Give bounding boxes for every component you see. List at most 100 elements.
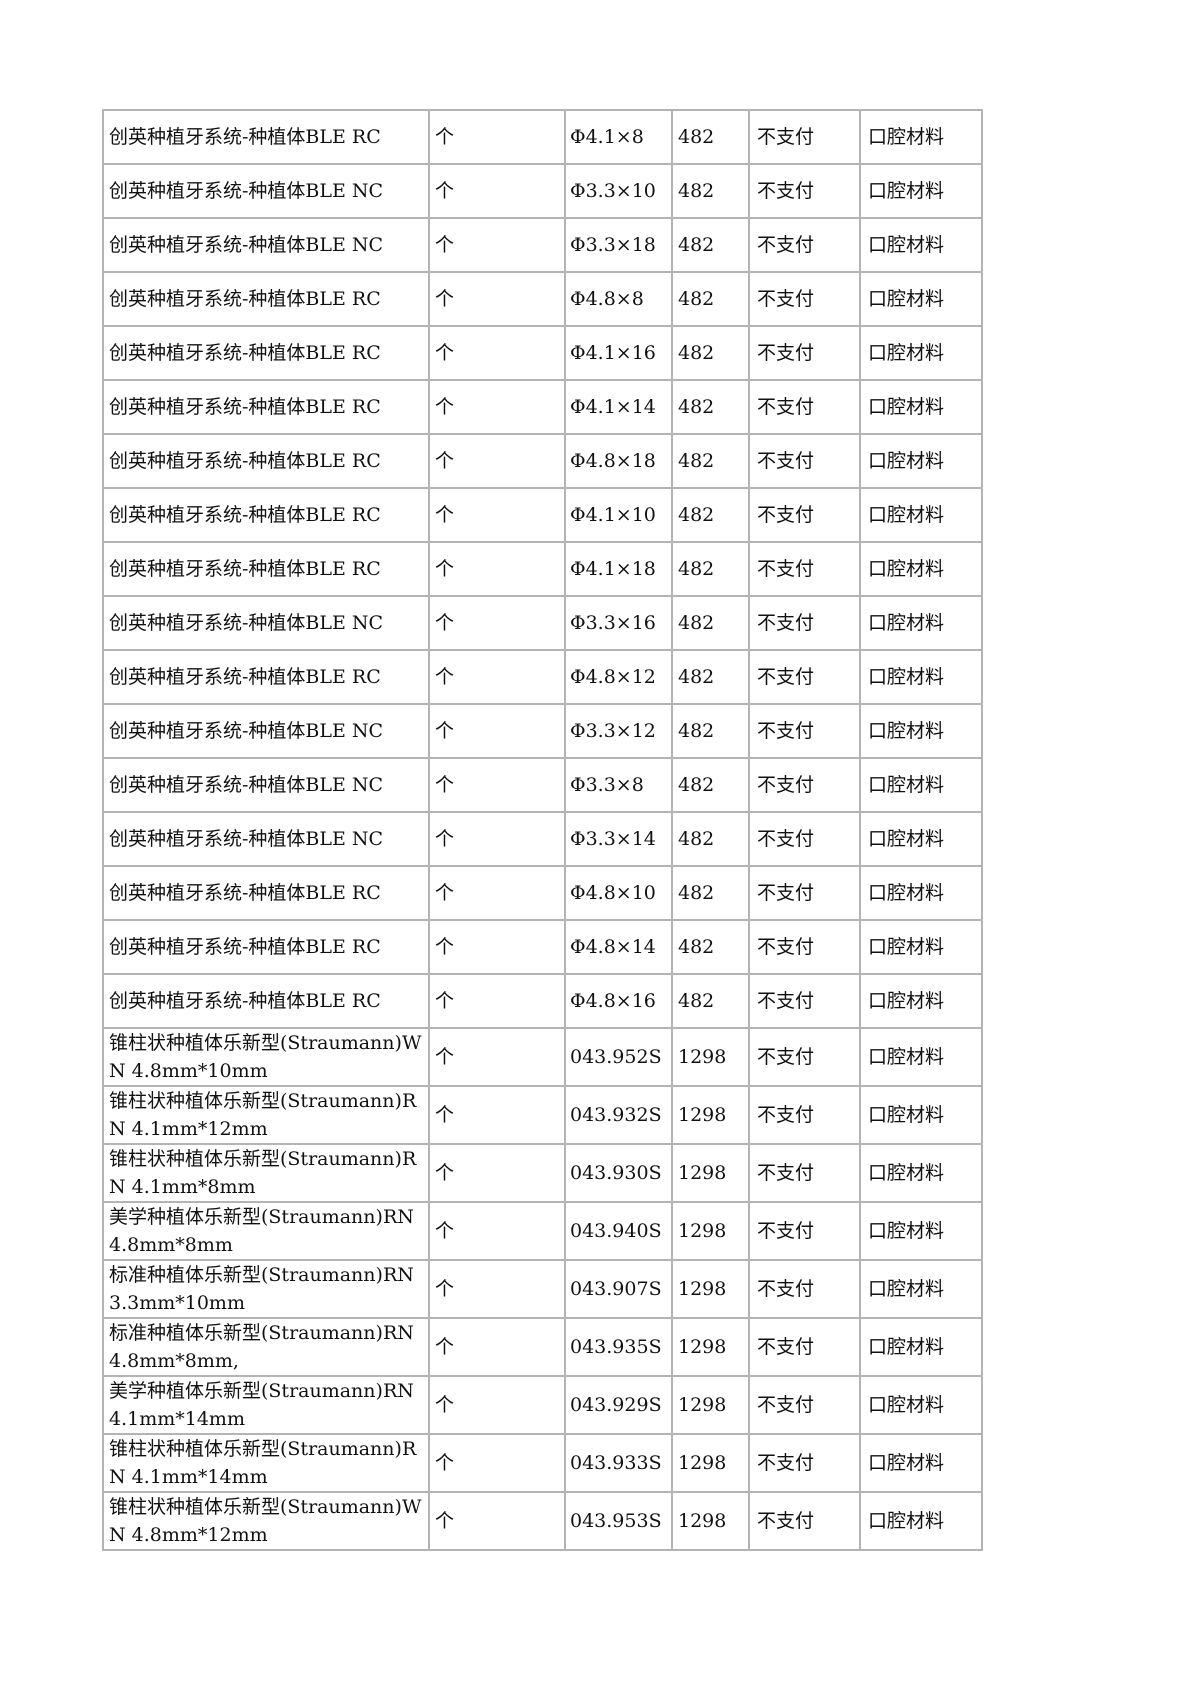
price-cell: 482 <box>671 433 750 489</box>
item-name-cell: 创英种植牙系统-种植体BLE NC <box>102 757 430 813</box>
price-cell: 1298 <box>671 1201 750 1261</box>
category-cell: 口腔材料 <box>859 487 983 543</box>
table-row: 创英种植牙系统-种植体BLE RC 个 Φ4.1×10 482 不支付 口腔材料 <box>102 487 983 543</box>
unit-cell: 个 <box>428 1027 566 1087</box>
payment-cell: 不支付 <box>748 919 861 975</box>
spec-cell: Φ4.1×10 <box>564 487 673 543</box>
payment-cell: 不支付 <box>748 1433 861 1493</box>
unit-cell: 个 <box>428 1085 566 1145</box>
spec-cell: Φ3.3×10 <box>564 163 673 219</box>
payment-cell: 不支付 <box>748 703 861 759</box>
table-row: 创英种植牙系统-种植体BLE RC 个 Φ4.8×16 482 不支付 口腔材料 <box>102 973 983 1029</box>
item-name-cell: 创英种植牙系统-种植体BLE RC <box>102 109 430 165</box>
unit-cell: 个 <box>428 1201 566 1261</box>
table-row: 创英种植牙系统-种植体BLE RC 个 Φ4.1×18 482 不支付 口腔材料 <box>102 541 983 597</box>
table-row: 锥柱状种植体乐新型(Straumann)WN 4.8mm*12mm 个 043.95… <box>102 1491 983 1551</box>
category-cell: 口腔材料 <box>859 1259 983 1319</box>
item-name-cell: 锥柱状种植体乐新型(Straumann)WN 4.8mm*10mm <box>102 1027 430 1087</box>
item-name-cell: 创英种植牙系统-种植体BLE RC <box>102 865 430 921</box>
unit-cell: 个 <box>428 271 566 327</box>
spec-cell: Φ4.8×10 <box>564 865 673 921</box>
payment-cell: 不支付 <box>748 1143 861 1203</box>
payment-cell: 不支付 <box>748 757 861 813</box>
table-row: 创英种植牙系统-种植体BLE NC 个 Φ3.3×8 482 不支付 口腔材料 <box>102 757 983 813</box>
payment-cell: 不支付 <box>748 217 861 273</box>
payment-cell: 不支付 <box>748 811 861 867</box>
category-cell: 口腔材料 <box>859 1433 983 1493</box>
category-cell: 口腔材料 <box>859 1201 983 1261</box>
payment-cell: 不支付 <box>748 1201 861 1261</box>
spec-cell: Φ4.8×14 <box>564 919 673 975</box>
table-row: 创英种植牙系统-种植体BLE RC 个 Φ4.1×16 482 不支付 口腔材料 <box>102 325 983 381</box>
table-row: 标准种植体乐新型(Straumann)RN 4.8mm*8mm, 个 043.935… <box>102 1317 983 1377</box>
price-cell: 1298 <box>671 1433 750 1493</box>
item-name-cell: 锥柱状种植体乐新型(Straumann)RN 4.1mm*8mm <box>102 1143 430 1203</box>
unit-cell: 个 <box>428 1433 566 1493</box>
table-row: 创英种植牙系统-种植体BLE RC 个 Φ4.8×12 482 不支付 口腔材料 <box>102 649 983 705</box>
item-name-cell: 创英种植牙系统-种植体BLE RC <box>102 271 430 327</box>
category-cell: 口腔材料 <box>859 919 983 975</box>
item-name-cell: 创英种植牙系统-种植体BLE RC <box>102 433 430 489</box>
category-cell: 口腔材料 <box>859 379 983 435</box>
price-cell: 1298 <box>671 1375 750 1435</box>
category-cell: 口腔材料 <box>859 595 983 651</box>
payment-cell: 不支付 <box>748 109 861 165</box>
price-cell: 482 <box>671 541 750 597</box>
category-cell: 口腔材料 <box>859 1375 983 1435</box>
item-name-cell: 美学种植体乐新型(Straumann)RN 4.8mm*8mm <box>102 1201 430 1261</box>
item-name-cell: 创英种植牙系统-种植体BLE RC <box>102 325 430 381</box>
category-cell: 口腔材料 <box>859 973 983 1029</box>
spec-cell: Φ4.8×18 <box>564 433 673 489</box>
item-name-cell: 创英种植牙系统-种植体BLE RC <box>102 919 430 975</box>
table-row: 创英种植牙系统-种植体BLE NC 个 Φ3.3×16 482 不支付 口腔材料 <box>102 595 983 651</box>
item-name-cell: 创英种植牙系统-种植体BLE RC <box>102 487 430 543</box>
payment-cell: 不支付 <box>748 1259 861 1319</box>
table-row: 创英种植牙系统-种植体BLE NC 个 Φ3.3×18 482 不支付 口腔材料 <box>102 217 983 273</box>
table-body: 创英种植牙系统-种植体BLE RC 个 Φ4.1×8 482 不支付 口腔材料 创英种植牙系… <box>102 109 983 1551</box>
price-cell: 482 <box>671 811 750 867</box>
payment-cell: 不支付 <box>748 325 861 381</box>
implant-price-table: 创英种植牙系统-种植体BLE RC 个 Φ4.1×8 482 不支付 口腔材料 创英种植牙系… <box>102 109 983 1551</box>
payment-cell: 不支付 <box>748 487 861 543</box>
category-cell: 口腔材料 <box>859 1491 983 1551</box>
category-cell: 口腔材料 <box>859 109 983 165</box>
item-name-cell: 标准种植体乐新型(Straumann)RN 4.8mm*8mm, <box>102 1317 430 1377</box>
price-cell: 482 <box>671 109 750 165</box>
spec-cell: Φ4.1×18 <box>564 541 673 597</box>
item-name-cell: 锥柱状种植体乐新型(Straumann)RN 4.1mm*12mm <box>102 1085 430 1145</box>
spec-cell: Φ4.1×8 <box>564 109 673 165</box>
table-row: 创英种植牙系统-种植体BLE NC 个 Φ3.3×12 482 不支付 口腔材料 <box>102 703 983 759</box>
unit-cell: 个 <box>428 325 566 381</box>
table-row: 创英种植牙系统-种植体BLE RC 个 Φ4.8×14 482 不支付 口腔材料 <box>102 919 983 975</box>
unit-cell: 个 <box>428 757 566 813</box>
spec-cell: Φ4.8×8 <box>564 271 673 327</box>
unit-cell: 个 <box>428 703 566 759</box>
table-row: 标准种植体乐新型(Straumann)RN 3.3mm*10mm 个 043.907… <box>102 1259 983 1319</box>
unit-cell: 个 <box>428 487 566 543</box>
unit-cell: 个 <box>428 811 566 867</box>
price-cell: 482 <box>671 325 750 381</box>
payment-cell: 不支付 <box>748 541 861 597</box>
price-cell: 1298 <box>671 1317 750 1377</box>
spec-cell: Φ4.8×12 <box>564 649 673 705</box>
price-cell: 482 <box>671 217 750 273</box>
price-cell: 482 <box>671 649 750 705</box>
spec-cell: 043.907S <box>564 1259 673 1319</box>
payment-cell: 不支付 <box>748 973 861 1029</box>
spec-cell: Φ3.3×18 <box>564 217 673 273</box>
payment-cell: 不支付 <box>748 1027 861 1087</box>
category-cell: 口腔材料 <box>859 865 983 921</box>
price-cell: 1298 <box>671 1491 750 1551</box>
spec-cell: Φ4.8×16 <box>564 973 673 1029</box>
spec-cell: 043.929S <box>564 1375 673 1435</box>
price-cell: 482 <box>671 379 750 435</box>
item-name-cell: 标准种植体乐新型(Straumann)RN 3.3mm*10mm <box>102 1259 430 1319</box>
item-name-cell: 创英种植牙系统-种植体BLE RC <box>102 649 430 705</box>
payment-cell: 不支付 <box>748 1085 861 1145</box>
unit-cell: 个 <box>428 541 566 597</box>
item-name-cell: 创英种植牙系统-种植体BLE NC <box>102 217 430 273</box>
price-cell: 482 <box>671 271 750 327</box>
category-cell: 口腔材料 <box>859 757 983 813</box>
table-row: 创英种植牙系统-种植体BLE RC 个 Φ4.1×14 482 不支付 口腔材料 <box>102 379 983 435</box>
spec-cell: Φ4.1×14 <box>564 379 673 435</box>
